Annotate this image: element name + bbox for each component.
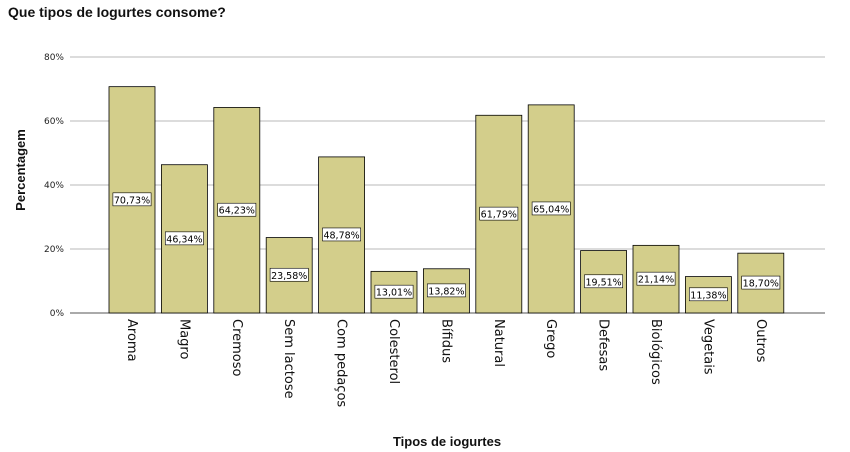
data-label: 70,73% — [114, 195, 150, 206]
y-axis-label: Percentagem — [13, 129, 28, 211]
data-label-box — [217, 202, 257, 217]
data-label-box — [688, 287, 728, 302]
data-label-box — [584, 274, 624, 289]
data-label: 13,82% — [428, 286, 464, 297]
data-label-box — [479, 206, 519, 221]
data-label: 11,38% — [690, 290, 726, 301]
x-axis-tick-labels: Aroma Magro Cremoso Sem lactose Com pedaços C… — [124, 319, 768, 407]
data-label: 61,79% — [481, 210, 517, 221]
data-label-box — [269, 267, 309, 282]
data-label: 21,14% — [638, 275, 674, 286]
y-tick-label: 20% — [44, 245, 64, 255]
data-label: 23,58% — [271, 271, 307, 282]
data-label-box — [374, 284, 414, 299]
data-label-box — [426, 283, 466, 298]
x-tick-label: Vegetais — [700, 319, 715, 375]
data-label: 13,01% — [376, 288, 412, 299]
y-axis-ticks: 0% 20% 40% 60% 80% — [44, 53, 64, 319]
data-label: 46,34% — [166, 234, 202, 245]
x-tick-label: Sem lactose — [281, 319, 296, 399]
data-label: 65,04% — [533, 204, 569, 215]
x-tick-label: Natural — [491, 319, 506, 367]
x-tick-label: Defesas — [596, 319, 611, 371]
x-tick-label: Bífidus — [438, 319, 453, 363]
data-label: 64,23% — [219, 206, 255, 217]
x-tick-label: Cremoso — [229, 319, 244, 377]
data-labels: 70,73% 46,34% 64,23% 23,58% 48,78% 13,01% 13,8… — [112, 192, 781, 302]
data-label: 48,78% — [323, 230, 359, 241]
y-tick-label: 60% — [44, 117, 64, 127]
x-tick-label: Outros — [753, 319, 768, 363]
data-label-box — [322, 227, 362, 242]
x-tick-label: Colesterol — [386, 319, 401, 384]
data-label-box — [112, 192, 152, 207]
data-label-box — [165, 231, 204, 246]
data-label-box — [741, 275, 781, 290]
x-tick-label: Grego — [543, 319, 558, 358]
y-tick-label: 80% — [44, 53, 64, 63]
x-tick-label: Biológicos — [648, 319, 663, 385]
data-label-box — [531, 201, 571, 216]
data-label: 19,51% — [585, 277, 621, 288]
chart-title: Que tipos de Iogurtes consome? — [8, 4, 226, 20]
data-label: 18,70% — [743, 279, 779, 290]
data-label-box — [636, 271, 676, 286]
y-tick-label: 40% — [44, 181, 64, 191]
y-tick-label: 0% — [50, 309, 65, 319]
x-tick-label: Com pedaços — [334, 319, 349, 407]
x-tick-label: Magro — [176, 319, 191, 359]
x-tick-label: Aroma — [124, 319, 139, 362]
x-axis-label: Tipos de iogurtes — [393, 434, 501, 449]
